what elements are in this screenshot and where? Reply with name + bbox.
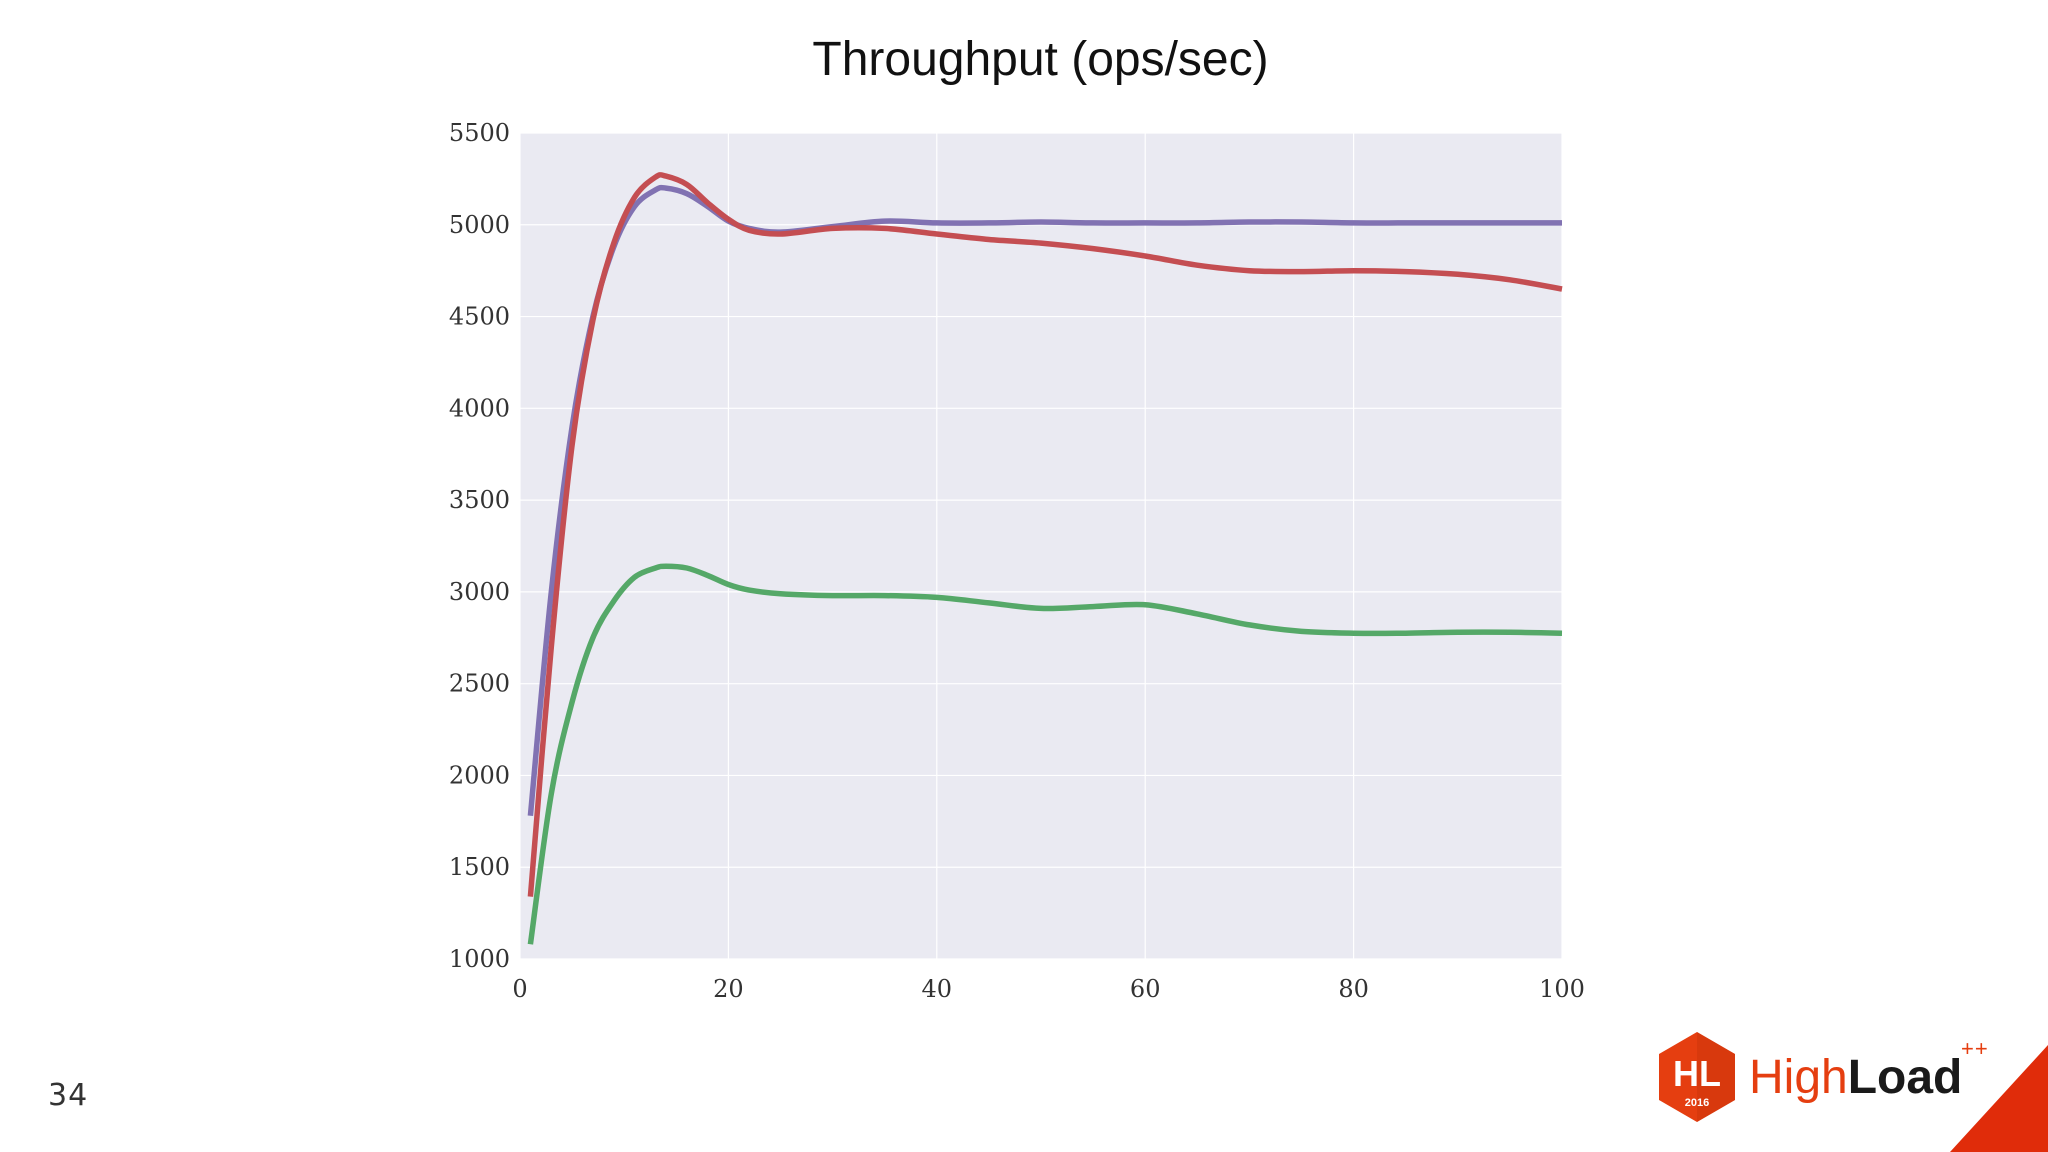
x-axis-ticks: 0 20 40 60 80 100 <box>512 975 1585 1003</box>
y-tick-label: 1500 <box>449 853 510 881</box>
logo-word-high: High <box>1749 1051 1848 1104</box>
grid-lines <box>519 132 1563 960</box>
y-tick-label: 2000 <box>449 761 510 789</box>
x-tick-label: 80 <box>1338 975 1369 1003</box>
series-lines <box>527 172 1563 945</box>
y-tick-label: 1000 <box>449 945 510 973</box>
corner-accent-triangle <box>1950 1045 2048 1152</box>
chart-title: Throughput (ops/sec) <box>812 33 1269 86</box>
y-tick-label: 3500 <box>449 486 510 514</box>
x-tick-label: 40 <box>922 975 953 1003</box>
y-tick-label: 2500 <box>449 670 510 698</box>
x-tick-label: 60 <box>1130 975 1161 1003</box>
plot-area <box>520 133 1562 959</box>
x-tick-label: 20 <box>713 975 744 1003</box>
logo-word-load: Load <box>1847 1051 1963 1104</box>
highload-logo: HL 2016 HighLoad ++ <box>1655 1028 2015 1152</box>
y-tick-label: 5500 <box>449 119 510 147</box>
series-line-2 <box>527 563 1563 945</box>
logo-superscript: ++ <box>1961 1036 1989 1061</box>
y-tick-label: 5000 <box>449 211 510 239</box>
y-tick-label: 3000 <box>449 578 510 606</box>
x-tick-label: 0 <box>512 975 527 1003</box>
badge-year: 2016 <box>1685 1097 1709 1109</box>
x-tick-label: 100 <box>1539 975 1585 1003</box>
highload-badge-icon: HL 2016 <box>1659 1032 1735 1122</box>
series-line-1 <box>527 172 1563 897</box>
y-axis-ticks: 1000 1500 2000 2500 3000 3500 4000 4500 5000 5500 <box>449 119 510 973</box>
y-tick-label: 4000 <box>449 394 510 422</box>
logo-wordmark: HighLoad <box>1749 1048 1962 1108</box>
badge-letters: HL <box>1673 1053 1721 1094</box>
y-tick-label: 4500 <box>449 303 510 331</box>
slide-page-number: 34 <box>48 1078 89 1113</box>
